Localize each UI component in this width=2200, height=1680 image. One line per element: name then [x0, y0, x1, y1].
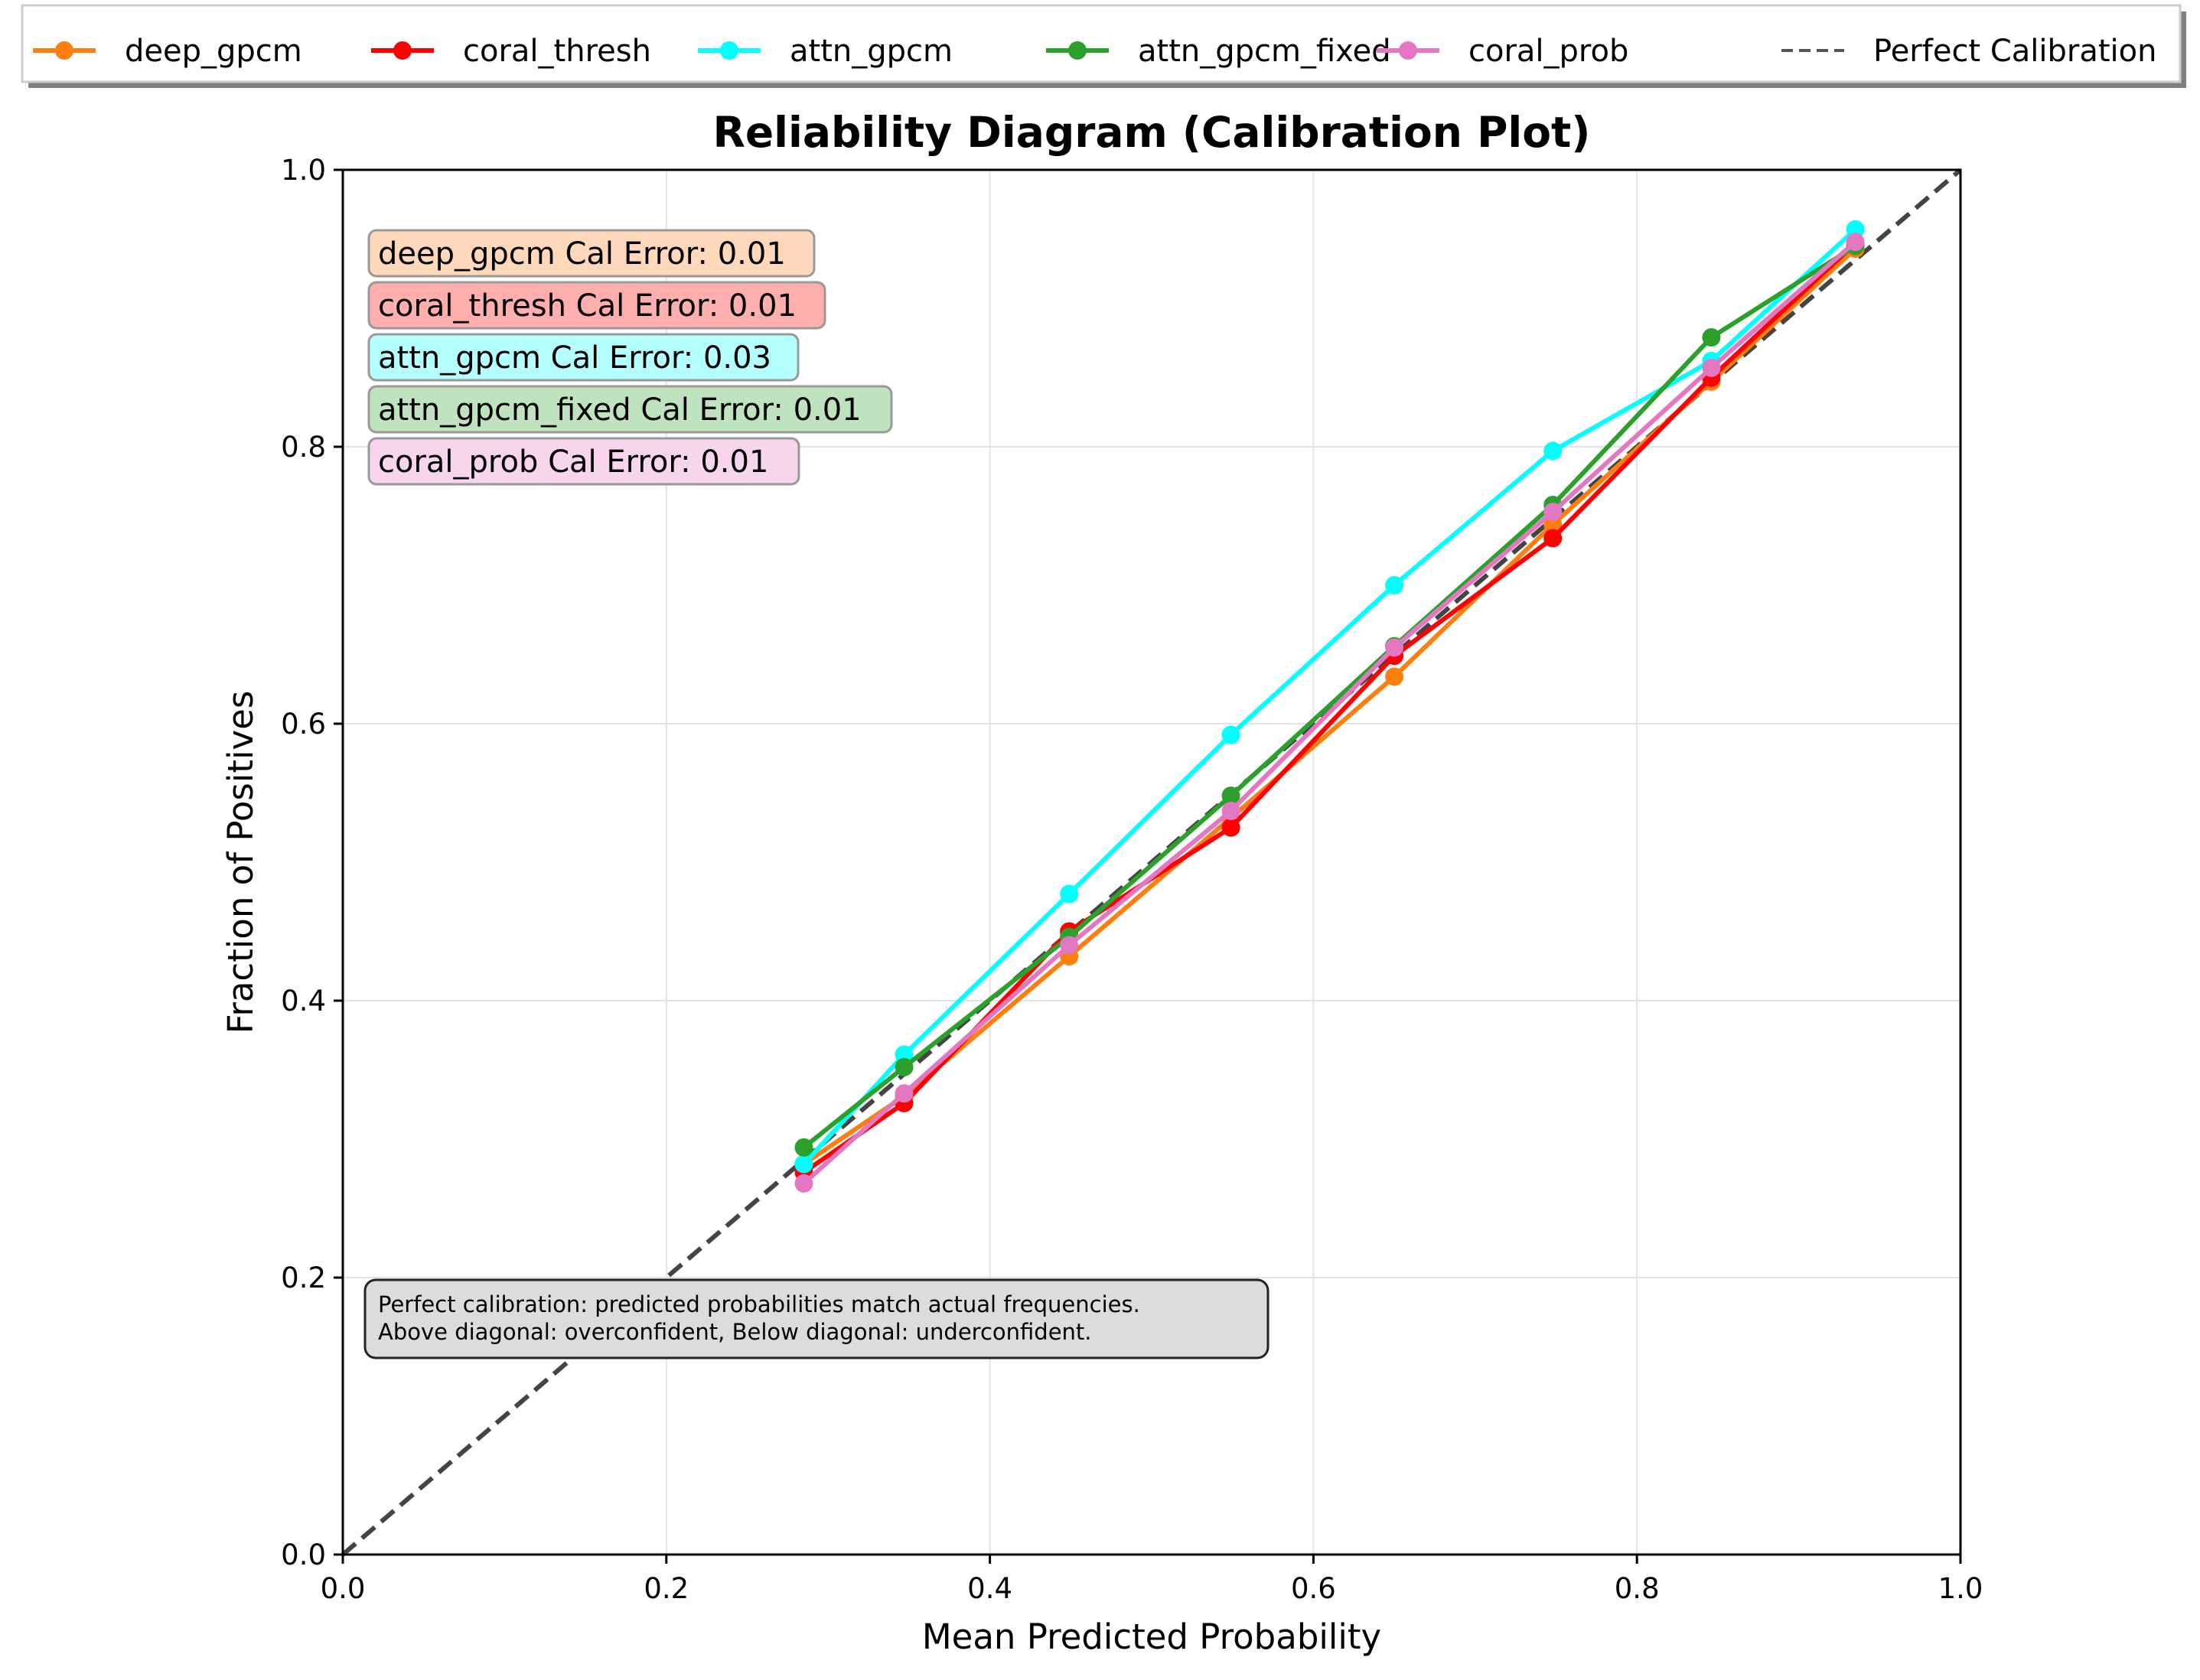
legend-item: attn_gpcm — [698, 34, 953, 69]
legend-item: deep_gpcm — [33, 34, 302, 69]
cal-error-box: coral_prob Cal Error: 0.01 — [367, 437, 800, 486]
legend-item: coral_prob — [1377, 34, 1628, 69]
chart-title: Reliability Diagram (Calibration Plot) — [713, 108, 1591, 157]
y-tick-label: 0.2 — [281, 1262, 326, 1294]
series-line — [802, 239, 1857, 1186]
x-tick-label: 0.0 — [321, 1572, 366, 1605]
cal-error-text: coral_prob Cal Error: 0.01 — [378, 444, 768, 480]
data-point — [794, 1154, 813, 1174]
cal-error-bg — [367, 281, 826, 330]
cal-error-text: attn_gpcm_fixed Cal Error: 0.01 — [378, 392, 862, 428]
data-point — [1385, 576, 1404, 594]
data-point — [1385, 638, 1404, 657]
x-tick-label: 0.2 — [644, 1572, 689, 1605]
y-tick-label: 0.4 — [281, 985, 326, 1017]
cal-error-text: attn_gpcm Cal Error: 0.03 — [378, 340, 771, 376]
data-point — [895, 1057, 914, 1076]
data-point — [1385, 667, 1404, 686]
series-coral_prob — [794, 233, 1865, 1193]
cal-error-text: coral_thresh Cal Error: 0.01 — [378, 288, 797, 324]
legend-label: attn_gpcm_fixed — [1138, 34, 1391, 69]
note-box — [363, 1278, 1269, 1359]
legend-label: attn_gpcm — [790, 34, 953, 69]
legend-item: coral_thresh — [371, 34, 651, 69]
data-point — [1221, 725, 1240, 744]
note-line: Perfect calibration: predicted probabili… — [378, 1291, 1140, 1317]
legend-label: coral_prob — [1468, 34, 1628, 69]
data-point — [1221, 818, 1240, 837]
data-point — [1543, 441, 1563, 461]
cal-error-box: attn_gpcm Cal Error: 0.03 — [367, 333, 800, 382]
cal-error-text: deep_gpcm Cal Error: 0.01 — [378, 236, 786, 272]
cal-error-box: coral_thresh Cal Error: 0.01 — [367, 281, 826, 330]
legend-label: Perfect Calibration — [1873, 34, 2156, 69]
data-point — [1221, 786, 1240, 806]
note-line: Above diagonal: overconfident, Below dia… — [378, 1319, 1092, 1345]
legend-marker — [1399, 41, 1417, 60]
y-tick-label: 1.0 — [281, 154, 326, 187]
y-axis-label: Fraction of Positives — [220, 691, 261, 1034]
legend-item: Perfect Calibration — [1781, 34, 2156, 69]
legend: deep_gpcm coral_thresh attn_gpcm attn_gpcm_… — [21, 4, 2186, 88]
data-point — [895, 1084, 914, 1103]
calibration-note: Perfect calibration: predicted probabili… — [363, 1278, 1269, 1359]
y-tick-label: 0.0 — [281, 1538, 326, 1571]
legend-label: deep_gpcm — [125, 34, 302, 69]
legend-item: attn_gpcm_fixed — [1046, 34, 1391, 69]
y-tick-label: 0.6 — [281, 708, 326, 741]
cal-error-bg — [367, 437, 800, 486]
cal-error-box: deep_gpcm Cal Error: 0.01 — [367, 229, 816, 278]
x-tick-label: 0.4 — [967, 1572, 1012, 1605]
cal-error-bg — [367, 333, 800, 382]
legend-marker — [393, 41, 412, 60]
y-tick-label: 0.8 — [281, 431, 326, 464]
plot-frame — [341, 168, 1962, 1556]
series-line — [802, 244, 1857, 1150]
data-point — [1543, 503, 1563, 522]
data-point — [1060, 884, 1079, 903]
series-line — [802, 241, 1857, 1174]
series-line — [802, 227, 1857, 1166]
cal-error-box: attn_gpcm_fixed Cal Error: 0.01 — [367, 385, 893, 434]
legend-box — [21, 4, 2182, 83]
data-point — [1702, 328, 1721, 347]
data-point — [1221, 802, 1240, 821]
data-point — [1702, 358, 1721, 377]
data-point — [1543, 529, 1563, 548]
cal-error-bg — [367, 229, 816, 278]
series-attn_gpcm_fixed — [794, 236, 1865, 1157]
x-tick-label: 0.6 — [1291, 1572, 1336, 1605]
legend-marker — [1068, 41, 1087, 60]
x-tick-label: 1.0 — [1938, 1572, 1983, 1605]
data-point — [1060, 936, 1079, 955]
legend-label: coral_thresh — [463, 34, 651, 69]
legend-marker — [720, 41, 738, 60]
data-point — [1846, 233, 1865, 252]
x-tick-label: 0.8 — [1615, 1572, 1660, 1605]
x-axis-label: Mean Predicted Probability — [922, 1617, 1381, 1657]
data-point — [794, 1138, 813, 1157]
legend-marker — [55, 41, 73, 60]
cal-error-bg — [367, 385, 893, 434]
data-point — [794, 1174, 813, 1193]
